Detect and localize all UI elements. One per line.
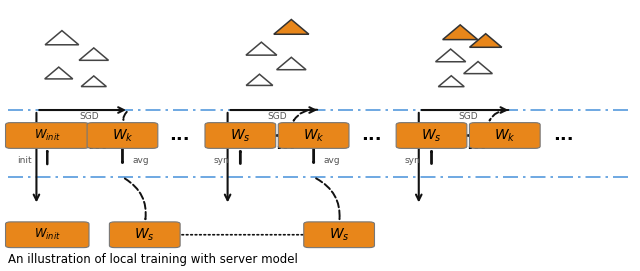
FancyBboxPatch shape (6, 122, 89, 149)
Text: avg: avg (323, 156, 340, 166)
Text: init: init (17, 156, 32, 165)
Text: avg: avg (132, 156, 148, 166)
Text: ...: ... (361, 127, 381, 144)
Polygon shape (463, 62, 492, 74)
Polygon shape (246, 74, 273, 85)
Text: $W_s$: $W_s$ (134, 227, 155, 243)
FancyBboxPatch shape (304, 222, 374, 248)
Polygon shape (470, 34, 502, 47)
Polygon shape (45, 31, 79, 45)
Text: ...: ... (275, 134, 295, 153)
FancyBboxPatch shape (205, 122, 276, 149)
Polygon shape (276, 57, 306, 70)
FancyBboxPatch shape (87, 122, 158, 149)
Text: SGD: SGD (268, 112, 287, 121)
Polygon shape (438, 76, 464, 87)
Text: $W_{init}$: $W_{init}$ (34, 128, 61, 143)
FancyBboxPatch shape (109, 222, 180, 248)
Text: $W_s$: $W_s$ (421, 127, 442, 144)
Text: $W_s$: $W_s$ (329, 227, 349, 243)
Text: syn: syn (405, 156, 420, 165)
Text: An illustration of local training with server model: An illustration of local training with s… (8, 253, 298, 266)
Polygon shape (443, 25, 477, 40)
Polygon shape (79, 48, 109, 60)
FancyBboxPatch shape (469, 122, 540, 149)
Polygon shape (436, 49, 466, 62)
FancyBboxPatch shape (6, 222, 89, 248)
Text: SGD: SGD (459, 112, 478, 121)
Text: $W_s$: $W_s$ (230, 127, 251, 144)
Text: $W_k$: $W_k$ (494, 127, 516, 144)
Text: $W_k$: $W_k$ (111, 127, 133, 144)
Polygon shape (45, 67, 73, 79)
Text: ...: ... (170, 127, 190, 144)
Polygon shape (246, 42, 276, 55)
Text: ...: ... (86, 134, 108, 153)
Text: SGD: SGD (79, 112, 99, 121)
FancyBboxPatch shape (396, 122, 467, 149)
Polygon shape (274, 20, 309, 34)
Text: $W_{init}$: $W_{init}$ (34, 227, 61, 242)
Text: ...: ... (553, 127, 573, 144)
FancyBboxPatch shape (278, 122, 349, 149)
Text: $W_k$: $W_k$ (303, 127, 324, 144)
Text: ...: ... (466, 134, 486, 153)
Text: syn: syn (214, 156, 230, 165)
Polygon shape (81, 76, 106, 86)
